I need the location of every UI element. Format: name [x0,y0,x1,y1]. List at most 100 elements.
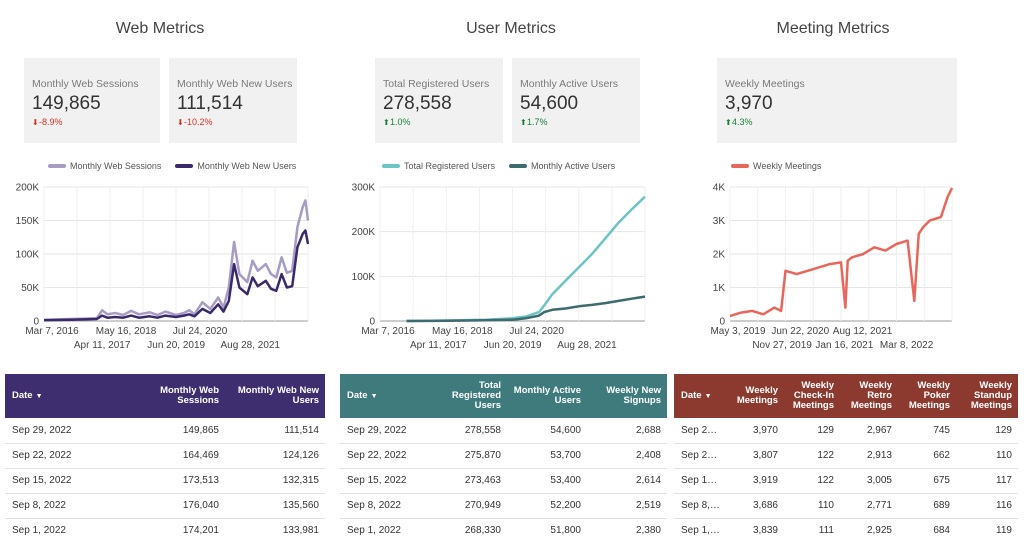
scorecard-value: 111,514 [177,93,243,114]
legend-swatch [175,164,194,168]
column-header[interactable]: Monthly Active Users [507,374,587,418]
column-header[interactable]: Weekly Poker Meetings [898,374,956,418]
column-header-date[interactable]: Date ▼ [5,374,125,418]
column-header[interactable]: Weekly New Signups [587,374,667,418]
cell-date: Sep 8, 2022 [340,493,435,519]
user-metrics-chart[interactable]: 0 100K 200K 300K Mar 7, 2016 May 16, 2018 Jul … [340,176,680,356]
table-row[interactable]: Sep 8, 2… 3,686 110 2,771 689 116 [674,493,1018,519]
table-row[interactable]: Sep 8, 2022 176,040 135,560 [5,493,325,519]
y-tick-label: 150K [16,216,40,227]
web-metrics-title: Web Metrics [115,20,205,37]
column-header-date[interactable]: Date ▼ [674,374,728,418]
cell-value: 149,865 [125,418,225,444]
cell-value: 111,514 [225,418,325,444]
cell-date: Sep 29, … [674,418,728,444]
cell-value: 2,913 [840,443,898,469]
meeting-metrics-chart[interactable]: 0 1K 2K 3K 4K May 3, 2019 Jun 22, 2020 Aug 12, … [690,176,990,356]
cell-value: 684 [898,518,956,543]
table-row[interactable]: Sep 22, … 3,807 122 2,913 662 110 [674,443,1018,469]
cell-date: Sep 1, 2022 [340,518,435,543]
scorecard-label: Monthly Web New Users [177,78,293,90]
table-row[interactable]: Sep 15, 2022 273,463 53,400 2,614 [340,468,667,494]
scorecard-weekly-meetings[interactable]: Weekly Meetings 3,970 ⬆4.3% [717,58,957,143]
x-tick-label: May 3, 2019 [710,326,765,337]
table-row[interactable]: Sep 1, 2022 174,201 133,981 [5,518,325,543]
cell-value: 270,949 [435,493,507,519]
meeting-metrics-table: Date ▼ Weekly Meetings Weekly Check-In Meet… [674,374,1018,543]
cell-value: 116 [956,493,1018,519]
series-line [729,187,954,318]
scorecard-monthly-active-users[interactable]: Monthly Active Users 54,600 ⬆1.7% [512,58,640,143]
cell-value: 3,686 [728,493,784,519]
series-line [43,199,310,321]
scorecard-value: 149,865 [32,93,101,114]
table-row[interactable]: Sep 29, … 3,970 129 2,967 745 129 [674,418,1018,444]
x-tick-label: Jan 16, 2021 [815,340,873,351]
table-row[interactable]: Sep 29, 2022 149,865 111,514 [5,418,325,444]
table-row[interactable]: Sep 15, … 3,919 122 3,005 675 117 [674,468,1018,494]
cell-value: 119 [956,518,1018,543]
column-header[interactable]: Weekly Meetings [728,374,784,418]
cell-date: Sep 8, 2022 [5,493,125,519]
column-header[interactable]: Weekly Standup Meetings [956,374,1018,418]
table-row[interactable]: Sep 1, 2022 268,330 51,800 2,380 [340,518,667,543]
y-tick-label: 2K [713,250,726,261]
sort-desc-icon[interactable]: ▼ [704,392,712,400]
cell-value: 135,560 [225,493,325,519]
column-header[interactable]: Monthly Web New Users [225,374,325,418]
cell-value: 51,800 [507,518,587,543]
cell-value: 3,919 [728,468,784,494]
y-tick-label: 3K [713,216,726,227]
cell-value: 2,380 [587,518,667,543]
y-tick-label: 100K [352,272,376,283]
arrow-up-icon: ⬆ [520,118,527,127]
table-row[interactable]: Sep 22, 2022 164,469 124,126 [5,443,325,469]
cell-value: 111 [784,518,840,543]
cell-value: 662 [898,443,956,469]
cell-value: 675 [898,468,956,494]
table-row[interactable]: Sep 29, 2022 278,558 54,600 2,688 [340,418,667,444]
scorecard-change: ⬆1.0% [383,117,411,127]
cell-value: 2,688 [587,418,667,444]
legend-item[interactable]: Monthly Web New Users [175,161,296,171]
legend-item[interactable]: Weekly Meetings [731,161,821,171]
x-tick-label: Aug 28, 2021 [221,340,281,351]
cell-date: Sep 15, 2022 [5,468,125,494]
cell-value: 117 [956,468,1018,494]
x-tick-label: Aug 28, 2021 [557,340,617,351]
scorecard-label: Total Registered Users [383,78,490,90]
cell-value: 129 [784,418,840,444]
x-tick-label: Nov 27, 2019 [752,340,812,351]
cell-value: 275,870 [435,443,507,469]
y-tick-label: 200K [16,183,40,194]
table-row[interactable]: Sep 22, 2022 275,870 53,700 2,408 [340,443,667,469]
cell-value: 52,200 [507,493,587,519]
cell-date: Sep 8, 2… [674,493,728,519]
table-row[interactable]: Sep 1, 2… 3,839 111 2,925 684 119 [674,518,1018,543]
cell-date: Sep 22, … [674,443,728,469]
cell-value: 122 [784,443,840,469]
legend-item[interactable]: Monthly Web Sessions [48,161,161,171]
legend-item[interactable]: Monthly Active Users [509,161,615,171]
scorecard-monthly-web-new-users[interactable]: Monthly Web New Users 111,514 ⬇-10.2% [169,58,297,143]
sort-desc-icon[interactable]: ▼ [370,392,378,400]
scorecard-monthly-web-sessions[interactable]: Monthly Web Sessions 149,865 ⬇-8.9% [24,58,160,143]
legend-item[interactable]: Total Registered Users [382,161,495,171]
sort-desc-icon[interactable]: ▼ [35,392,43,400]
meeting-metrics-title: Meeting Metrics [776,20,890,37]
x-tick-label: Jun 22, 2020 [771,326,829,337]
y-tick-label: 0 [369,317,375,328]
column-header[interactable]: Total Registered Users [435,374,507,418]
scorecard-total-registered-users[interactable]: Total Registered Users 278,558 ⬆1.0% [375,58,503,143]
web-metrics-chart[interactable]: 0 50K 100K 150K 200K Mar 7, 2016 May 16, 2018 J… [0,176,310,356]
x-tick-label: Jun 20, 2019 [147,340,205,351]
cell-value: 53,700 [507,443,587,469]
column-header-date[interactable]: Date ▼ [340,374,435,418]
column-header[interactable]: Weekly Retro Meetings [840,374,898,418]
cell-value: 3,970 [728,418,784,444]
cell-value: 133,981 [225,518,325,543]
table-row[interactable]: Sep 15, 2022 173,513 132,315 [5,468,325,494]
column-header[interactable]: Monthly Web Sessions [125,374,225,418]
column-header[interactable]: Weekly Check-In Meetings [784,374,840,418]
table-row[interactable]: Sep 8, 2022 270,949 52,200 2,519 [340,493,667,519]
